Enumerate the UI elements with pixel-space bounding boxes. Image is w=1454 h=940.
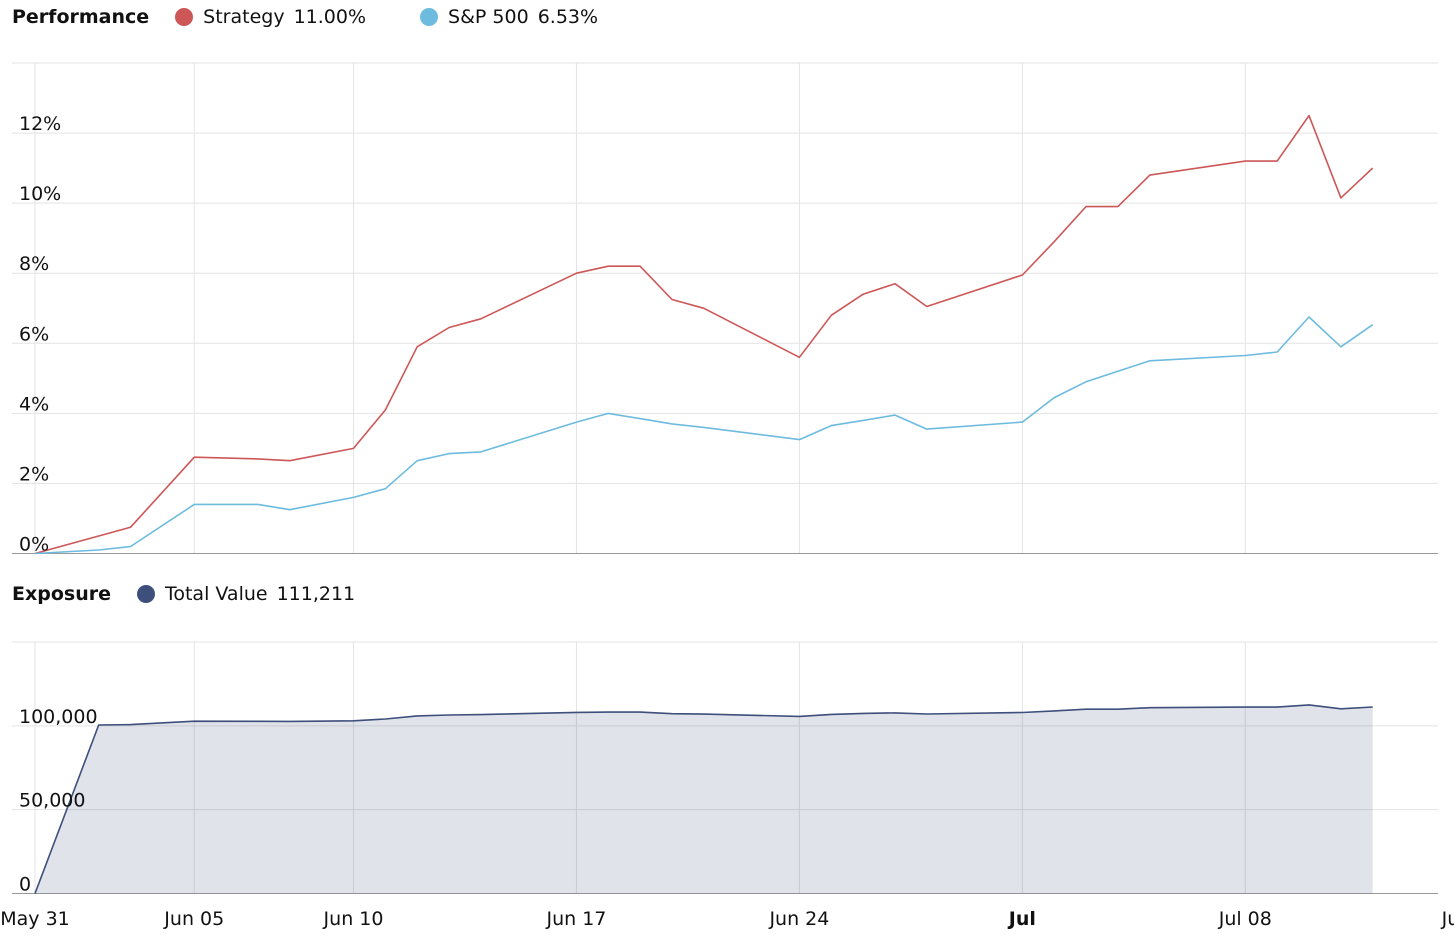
performance-y-ticks: 0% 2% 4% 6% 8% 10% 12% [19,113,61,555]
performance-y-tick-label: 12% [19,113,61,135]
sp500-dot-icon [420,8,439,26]
sp500-series-line [34,316,1374,555]
x-axis-ticks: May 31 Jun 05 Jun 10 Jun 17 Jun 24 Jul Jul 08 J… [0,908,1454,930]
legend-label-sp500: S&P 500 [448,6,529,28]
strategy-dot-icon [175,8,194,26]
legend-item-total-value[interactable]: Total Value 111,211 [136,583,356,605]
x-tick-label: Jun 05 [163,908,224,930]
x-tick-label: Jun 17 [545,908,606,930]
performance-y-tick-label: 0% [19,534,49,556]
x-tick-label: Jun 24 [768,908,829,930]
performance-y-tick-label: 6% [19,323,49,345]
x-tick-label: Jul 15 [1441,908,1454,930]
exposure-area [34,704,1373,894]
performance-y-tick-label: 8% [19,253,49,275]
strategy-series-line [34,114,1374,555]
performance-y-tick-label: 4% [19,393,49,415]
legend-value-total-value: 111,211 [276,583,356,605]
exposure-grid [12,641,1438,894]
legend-label-total-value: Total Value [164,583,268,605]
total-value-dot-icon [136,585,155,603]
exposure-legend: Exposure Total Value 111,211 [12,583,409,605]
total-value-area-fill [35,704,1373,894]
legend-value-strategy: 11.00% [293,6,367,28]
legend-item-sp500[interactable]: S&P 500 6.53% [420,6,598,28]
legend-value-sp500: 6.53% [537,6,599,28]
x-tick-label: May 31 [0,908,70,930]
exposure-title: Exposure [12,583,111,605]
total-value-series-line [34,704,1373,894]
performance-grid [12,62,1438,554]
x-tick-label: Jun 10 [323,908,384,930]
x-tick-label: Jul [1007,908,1036,930]
x-tick-label: Jul 08 [1218,908,1272,930]
performance-title: Performance [12,6,150,28]
performance-legend: Performance Strategy 11.00% S&P 500 6.53… [12,6,652,28]
performance-lines [34,114,1374,555]
exposure-y-ticks: 0 50,000 100,000 [19,706,98,896]
performance-y-tick-label: 10% [19,183,61,205]
legend-item-strategy[interactable]: Strategy 11.00% [175,6,366,28]
exposure-y-tick-label: 0 [19,874,31,896]
exposure-y-tick-label: 50,000 [19,790,85,812]
performance-y-tick-label: 2% [19,463,49,485]
legend-label-strategy: Strategy [203,6,285,28]
exposure-y-tick-label: 100,000 [19,706,98,728]
